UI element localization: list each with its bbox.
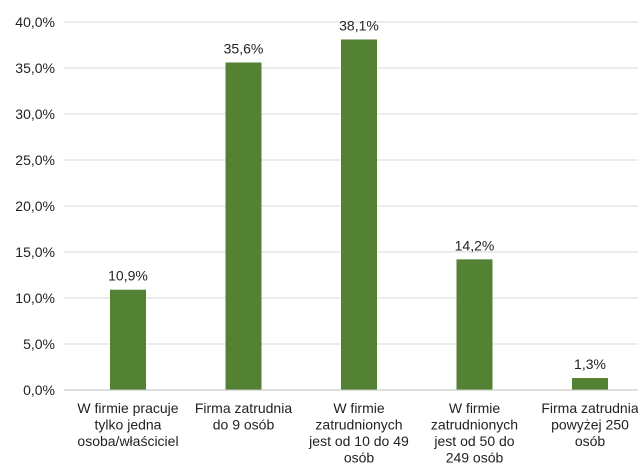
y-tick-label: 10,0% [15, 290, 55, 306]
category-label: Firma zatrudnia do 9 osób [195, 400, 292, 433]
y-tick-label: 35,0% [15, 60, 55, 76]
data-labels: 10,9% 35,6% 38,1% 14,2% 1,3% [108, 17, 606, 372]
y-tick-label: 15,0% [15, 244, 55, 260]
data-label: 38,1% [339, 17, 379, 33]
category-label: Firma zatrudnia powyżej 250 osób [541, 400, 638, 449]
y-tick-label: 20,0% [15, 198, 55, 214]
y-tick-label: 30,0% [15, 106, 55, 122]
bar [456, 259, 493, 390]
y-tick-label: 5,0% [23, 336, 55, 352]
y-tick-label: 25,0% [15, 152, 55, 168]
y-tick-label: 0,0% [23, 382, 55, 398]
data-label: 10,9% [108, 268, 148, 284]
bar [572, 378, 608, 390]
category-label: W firmie pracuje tylko jedna osoba/właścic… [77, 400, 178, 449]
data-label: 14,2% [455, 237, 495, 253]
bar [110, 289, 146, 390]
y-axis-tick-labels: 0,0% 5,0% 10,0% 15,0% 20,0% 25,0% 30,0% 35,0% 40… [15, 14, 55, 398]
y-tick-label: 40,0% [15, 14, 55, 30]
bar [225, 62, 262, 390]
bars [110, 39, 608, 390]
x-axis-category-labels: W firmie pracuje tylko jedna osoba/właścic… [77, 400, 638, 465]
category-label: W firmie zatrudnionych jest od 10 do 49 osó… [308, 400, 409, 465]
data-label: 35,6% [224, 40, 264, 56]
category-label: W firmie zatrudnionych jest od 50 do 249 os… [431, 400, 518, 465]
bar [341, 39, 377, 390]
data-label: 1,3% [574, 356, 606, 372]
